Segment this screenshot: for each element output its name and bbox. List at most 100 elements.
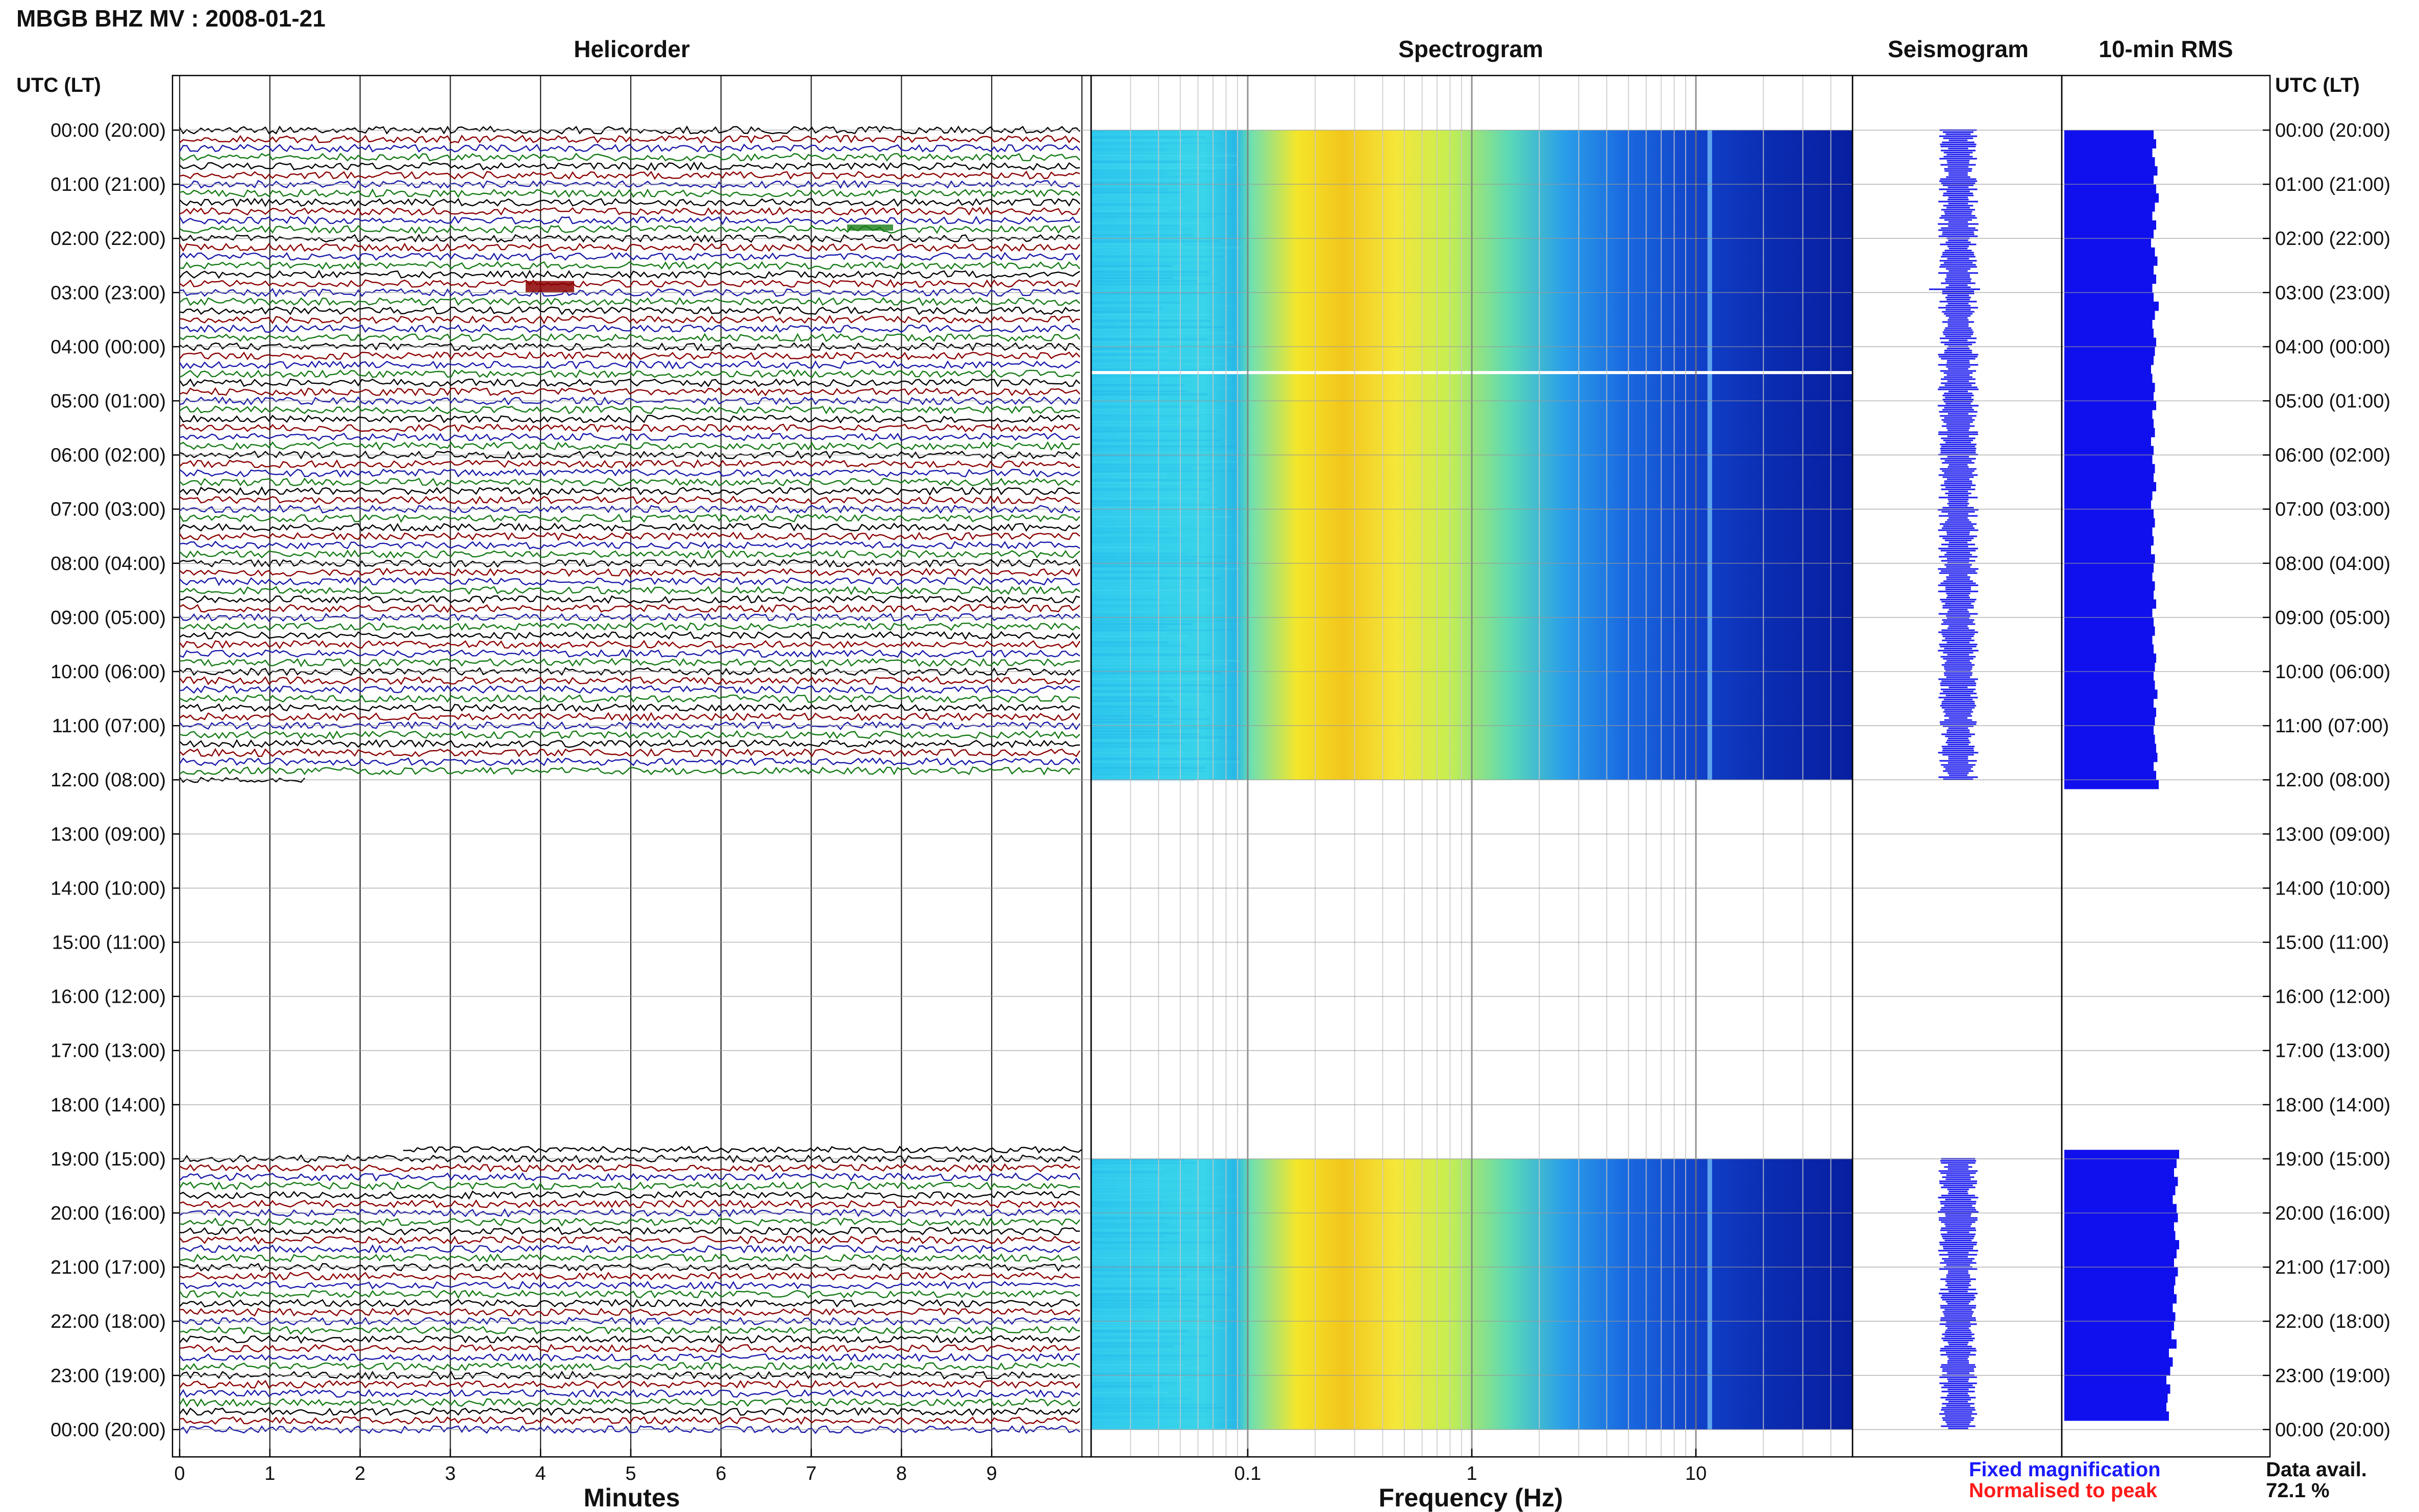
- rms-bar: [2064, 599, 2156, 609]
- rms-bar: [2064, 256, 2158, 266]
- rms-bar: [2064, 193, 2159, 203]
- rms-bar: [2064, 617, 2154, 627]
- time-label-right: 01:00 (21:00): [2275, 174, 2390, 195]
- rms-bar: [2064, 274, 2156, 284]
- rms-bar: [2064, 337, 2156, 347]
- time-label-right: 15:00 (11:00): [2275, 932, 2389, 954]
- rms-bar: [2064, 753, 2158, 762]
- rms-bar: [2064, 734, 2155, 745]
- time-label-right: 04:00 (00:00): [2275, 336, 2390, 358]
- time-label-left: 01:00 (21:00): [51, 174, 166, 195]
- time-label-right: 22:00 (18:00): [2275, 1311, 2390, 1332]
- helicorder-x-tick: 9: [986, 1463, 997, 1484]
- time-label-left: 16:00 (12:00): [51, 986, 166, 1008]
- spectrogram-xlabel: Frequency (Hz): [1378, 1483, 1563, 1512]
- rms-bar: [2064, 1348, 2169, 1358]
- legend-normalised: Normalised to peak: [1969, 1479, 2158, 1502]
- rms-bar: [2064, 1321, 2174, 1331]
- rms-bar: [2064, 1285, 2174, 1295]
- rms-bar: [2064, 1375, 2166, 1385]
- spectrogram-panel: [1091, 76, 1853, 1457]
- time-label-right: 14:00 (10:00): [2275, 878, 2390, 899]
- helicorder-x-tick: 5: [625, 1463, 636, 1484]
- rms-bar: [2064, 310, 2155, 320]
- rms-bar: [2064, 1213, 2178, 1223]
- rms-bar: [2064, 1231, 2176, 1241]
- time-label-left: 19:00 (15:00): [51, 1149, 166, 1170]
- rms-bar: [2064, 1384, 2170, 1394]
- rms-bar: [2064, 283, 2153, 293]
- rms-bar: [2064, 518, 2155, 528]
- rms-bar: [2064, 653, 2156, 663]
- rms-bar: [2064, 743, 2156, 753]
- data-avail-value: 72.1 %: [2266, 1479, 2330, 1502]
- rms-bar: [2064, 563, 2154, 573]
- time-label-left: 06:00 (02:00): [51, 445, 166, 466]
- rms-bar: [2064, 346, 2155, 356]
- rms-bar: [2064, 536, 2154, 546]
- rms-bar: [2064, 527, 2153, 537]
- helicorder-x-tick: 8: [896, 1463, 907, 1484]
- time-label-right: 20:00 (16:00): [2275, 1203, 2390, 1224]
- rms-bar: [2064, 292, 2154, 302]
- spectrogram-x-tick: 0.1: [1234, 1463, 1261, 1484]
- rms-bar: [2064, 157, 2155, 167]
- time-label-right: 10:00 (06:00): [2275, 661, 2390, 683]
- rms-bar: [2064, 1240, 2179, 1250]
- rms-bar: [2064, 428, 2155, 437]
- rms-bar: [2064, 130, 2154, 140]
- x-ticks: 0 1 2 3 4 5 6 7 8 9 0.1 1 10: [174, 1449, 1707, 1484]
- rms-bar: [2064, 1177, 2178, 1186]
- time-label-right: 12:00 (08:00): [2275, 770, 2390, 791]
- event-burst: [526, 281, 574, 292]
- time-label-right: 00:00 (20:00): [2275, 120, 2390, 141]
- time-label-right: 18:00 (14:00): [2275, 1095, 2390, 1116]
- rms-bar: [2064, 491, 2153, 501]
- rms-bar: [2064, 184, 2156, 194]
- seismogram-panel: [1929, 129, 1980, 1429]
- helicorder-x-tick: 3: [445, 1463, 456, 1484]
- rms-bar: [2064, 644, 2154, 654]
- hour-gridlines: [172, 129, 2270, 1430]
- time-label-right: 02:00 (22:00): [2275, 228, 2390, 250]
- rms-bar: [2064, 1258, 2174, 1268]
- rms-bar: [2064, 509, 2154, 518]
- rms-bar: [2064, 608, 2153, 618]
- rms-bar: [2064, 1357, 2173, 1367]
- rms-bar: [2064, 500, 2151, 510]
- rms-bar: [2064, 1393, 2168, 1403]
- time-label-left: 03:00 (23:00): [51, 282, 166, 304]
- time-label-left: 12:00 (08:00): [51, 770, 166, 791]
- time-label-right: 08:00 (04:00): [2275, 553, 2390, 575]
- rms-bar: [2064, 1294, 2177, 1304]
- rms-bar: [2064, 229, 2154, 239]
- helicorder-xlabel: Minutes: [584, 1483, 680, 1512]
- rms-bar: [2064, 211, 2153, 221]
- time-label-right: 21:00 (17:00): [2275, 1257, 2390, 1278]
- rms-bar: [2064, 1158, 2177, 1169]
- rms-bar: [2064, 202, 2155, 212]
- rms-bar: [2064, 1303, 2173, 1313]
- spectrogram-x-tick: 10: [1685, 1463, 1707, 1484]
- rms-bar: [2064, 166, 2158, 176]
- time-label-right: 07:00 (03:00): [2275, 499, 2390, 520]
- rms-bar: [2064, 374, 2153, 383]
- time-label-left: 07:00 (03:00): [51, 499, 166, 520]
- event-burst: [847, 224, 893, 231]
- time-label-left: 02:00 (22:00): [51, 228, 166, 250]
- rms-bar: [2064, 680, 2155, 690]
- rms-bar: [2064, 554, 2155, 564]
- rms-bar: [2064, 329, 2154, 338]
- time-label-left: 23:00 (19:00): [51, 1365, 166, 1386]
- rms-bar: [2064, 1312, 2176, 1322]
- helicorder-x-tick: 1: [264, 1463, 275, 1484]
- rms-bar: [2064, 473, 2154, 483]
- time-label-right: 06:00 (02:00): [2275, 445, 2390, 466]
- seismogram-trace: [1938, 1158, 1979, 1429]
- time-label-right: 16:00 (12:00): [2275, 986, 2390, 1008]
- time-label-left: 00:00 (20:00): [51, 1419, 166, 1441]
- rms-bar: [2064, 780, 2159, 789]
- rms-bar: [2064, 391, 2154, 402]
- time-label-left: 21:00 (17:00): [51, 1257, 166, 1278]
